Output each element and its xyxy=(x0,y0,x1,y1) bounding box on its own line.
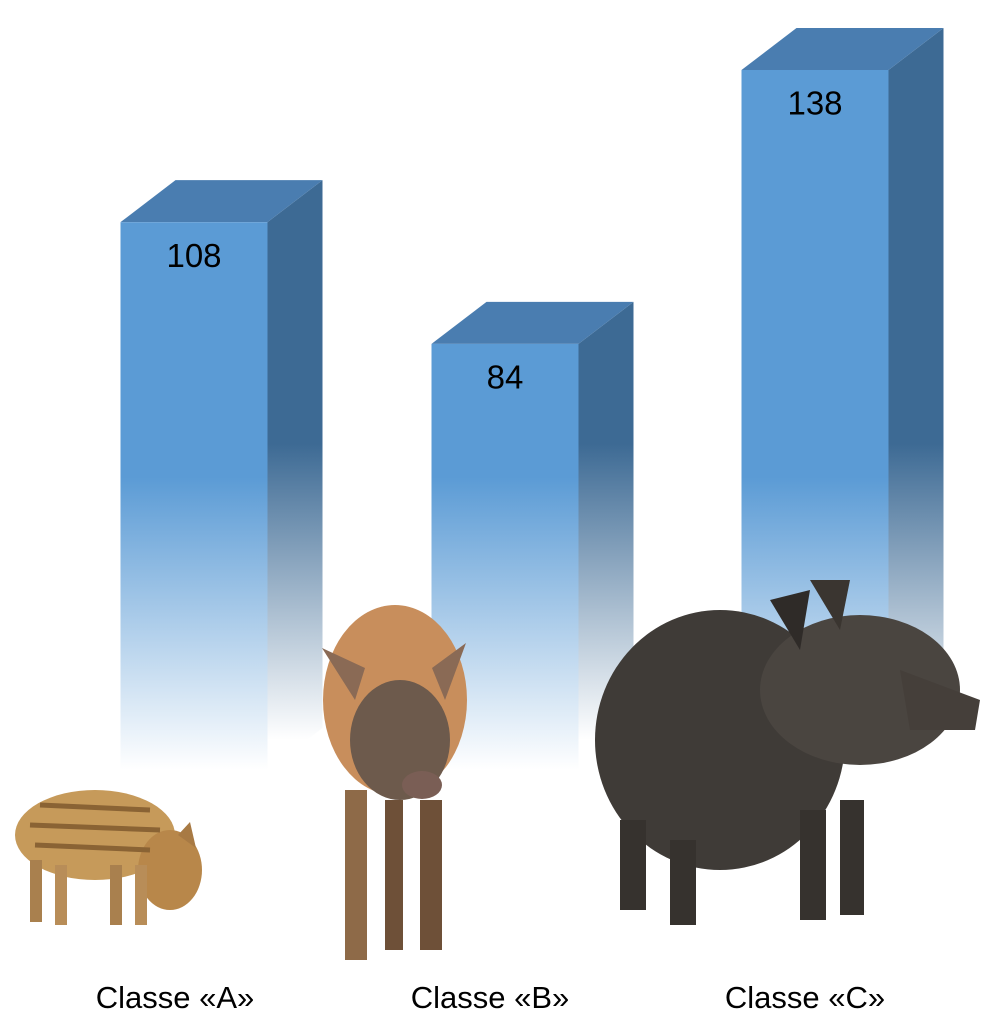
value-label: 108 xyxy=(166,237,221,274)
bar-side xyxy=(888,28,944,770)
category-label: Classe «C» xyxy=(725,980,885,1015)
category-label: Classe «B» xyxy=(411,980,570,1015)
bar-side xyxy=(267,180,323,770)
bar-top xyxy=(741,28,944,70)
young-boar xyxy=(322,605,467,960)
adult-boar xyxy=(595,580,980,925)
value-label: 84 xyxy=(487,359,524,396)
bar xyxy=(120,222,268,770)
bar-side xyxy=(578,301,634,770)
bar-top xyxy=(431,301,634,344)
bar-top xyxy=(120,180,323,223)
category-label: Classe «A» xyxy=(96,980,255,1015)
illustrations xyxy=(15,580,980,960)
piglet xyxy=(15,790,202,925)
value-label: 138 xyxy=(787,85,842,122)
